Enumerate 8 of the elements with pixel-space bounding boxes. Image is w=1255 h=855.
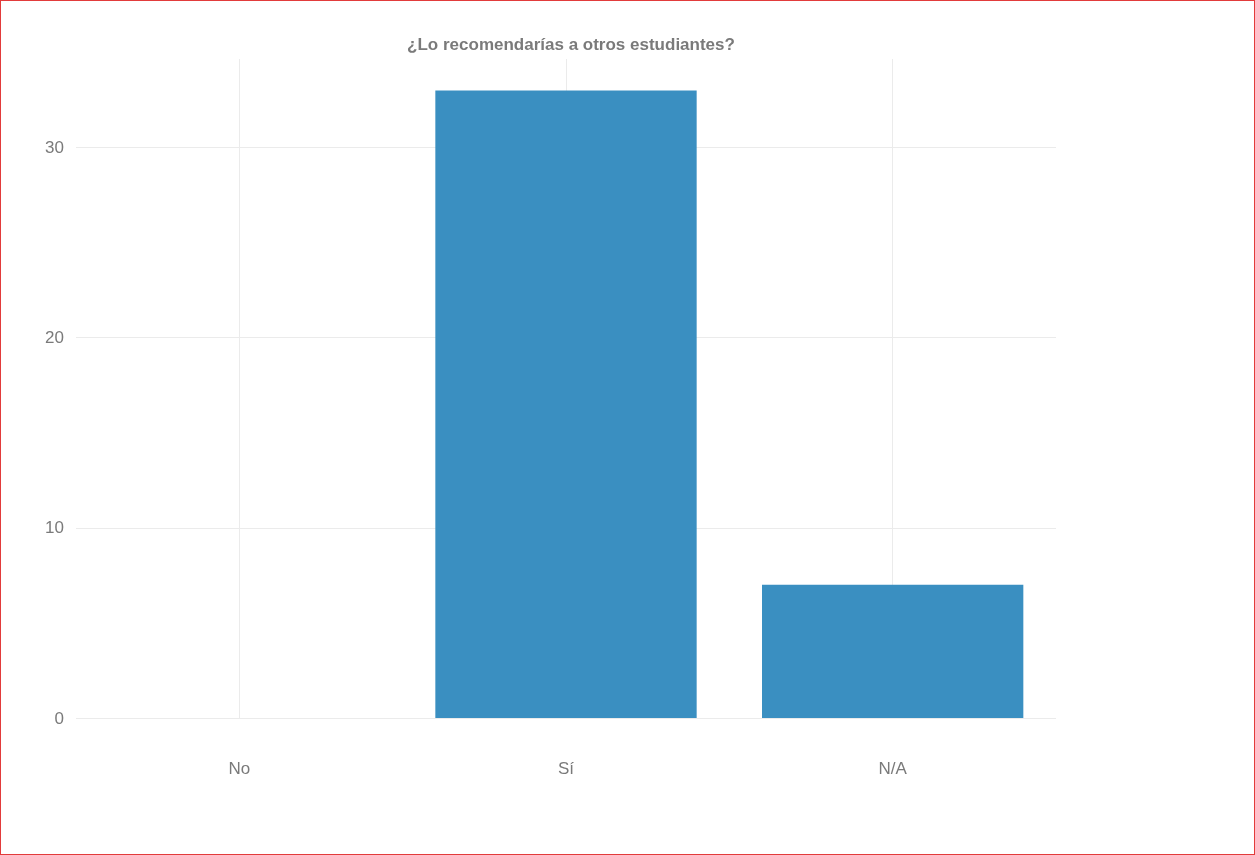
y-tick-label: 20 bbox=[45, 328, 64, 348]
y-tick-label: 0 bbox=[54, 708, 64, 728]
x-tick-label: No bbox=[228, 759, 251, 778]
x-tick-label: N/A bbox=[878, 759, 908, 778]
x-tick-label: Sí bbox=[557, 759, 575, 778]
y-tick-label: 10 bbox=[45, 518, 64, 538]
chart-title: ¿Lo recomendarías a otros estudiantes? bbox=[407, 35, 735, 54]
y-tick-label: 30 bbox=[45, 137, 64, 157]
